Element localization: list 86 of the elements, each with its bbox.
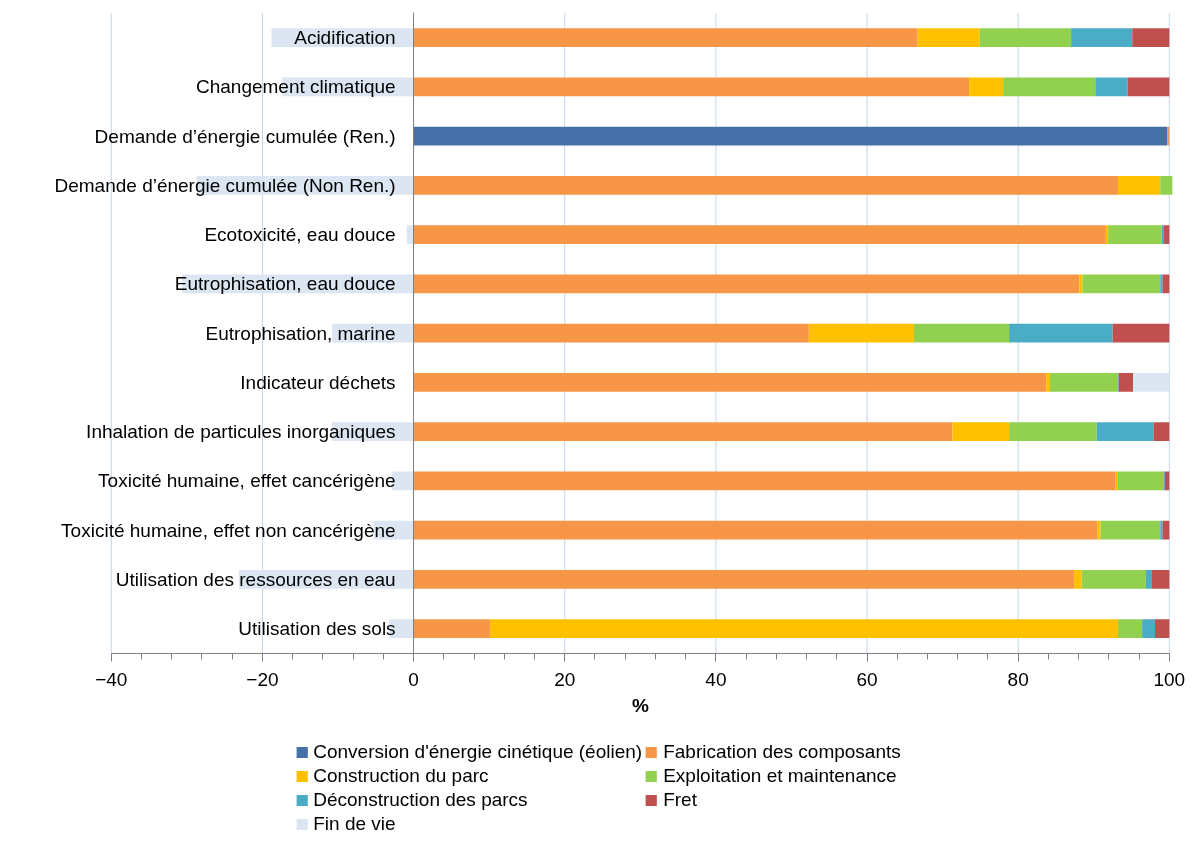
x-tick-label: 20 [554,669,576,691]
bar [1049,372,1118,392]
bar [917,28,980,47]
bar [1100,520,1161,540]
bar [1115,471,1118,491]
bar [413,225,1106,244]
bar [413,175,1118,195]
y-tick-label: Acidification [294,27,396,49]
bar [413,372,1047,392]
bar [1127,77,1170,97]
bar [413,422,953,441]
legend-label: Fabrication des composants [663,741,901,763]
bar [1097,520,1101,540]
bar [1145,570,1152,589]
y-tick-label: Demande d’énergie cumulée (Ren.) [94,125,396,147]
legend-label: Fin de vie [313,813,396,835]
bar [1160,520,1163,540]
bar [1151,570,1170,589]
legend-label: Construction du parc [313,765,489,787]
x-tick-label: 80 [1007,669,1029,691]
bar [1117,619,1143,638]
bar [808,323,914,343]
y-tick-label: Inhalation de particules inorganiques [86,421,396,443]
bar [952,422,1010,441]
bar [406,225,414,244]
bar [413,619,490,638]
y-tick-label: Changement climatique [195,76,396,98]
y-tick-label: Utilisation des sols [238,618,396,640]
bar [1133,372,1170,392]
legend-label: Exploitation et maintenance [663,765,897,787]
bar [1153,422,1170,441]
bar [1112,323,1170,343]
bar [413,274,1080,294]
bar [413,28,918,47]
bar [1160,274,1163,294]
bar [1071,28,1133,47]
bar [1132,28,1170,47]
bar [413,570,1075,589]
bar [1117,175,1161,195]
x-tick-label: 0 [408,669,419,691]
y-tick-label: Indicateur déchets [240,371,396,393]
x-tick-label: 100 [1153,669,1186,691]
bar [1154,619,1170,638]
x-tick-label: 40 [705,669,727,691]
bar [1142,619,1155,638]
bar [1082,274,1161,294]
bar [913,323,1010,343]
bar [1095,77,1128,97]
bar [1096,422,1154,441]
bar [1081,570,1146,589]
bar [489,619,1118,638]
y-tick-label: Eutrophisation, eau douce [174,273,396,295]
bar [1160,175,1173,195]
y-tick-label: Demande d’énergie cumulée (Non Ren.) [54,174,396,196]
y-tick-label: Ecotoxicité, eau douce [204,224,396,246]
x-axis-title: % [632,694,650,716]
bar [1164,225,1170,244]
bar [1003,77,1096,97]
y-tick-label: Eutrophisation, marine [205,322,396,344]
bar [413,77,970,97]
bar [1118,372,1134,392]
bar [1079,274,1083,294]
bar [413,323,809,343]
bar [979,28,1072,47]
bar [1009,422,1097,441]
legend-label: Déconstruction des parcs [313,789,528,811]
y-tick-label: Toxicité humaine, effet cancérigène [98,470,396,492]
legend-label: Conversion d'énergie cinétique (éolien) [313,741,643,763]
bar [1074,570,1082,589]
bar [1105,225,1109,244]
bar [413,520,1098,540]
bar [413,471,1116,491]
bar [1108,225,1162,244]
x-tick-label: −20 [246,669,279,691]
bar [1009,323,1113,343]
legend-label: Fret [663,789,697,811]
bar [1117,471,1164,491]
x-tick-label: 60 [856,669,878,691]
bar [969,77,1004,97]
bar [1161,225,1165,244]
y-tick-label: Toxicité humaine, effet non cancérigène [61,519,396,541]
x-tick-label: −40 [95,669,128,691]
bar [1046,372,1050,392]
bar [413,126,1168,146]
y-tick-label: Utilisation des ressources en eau [115,568,396,590]
bar [1162,274,1170,294]
